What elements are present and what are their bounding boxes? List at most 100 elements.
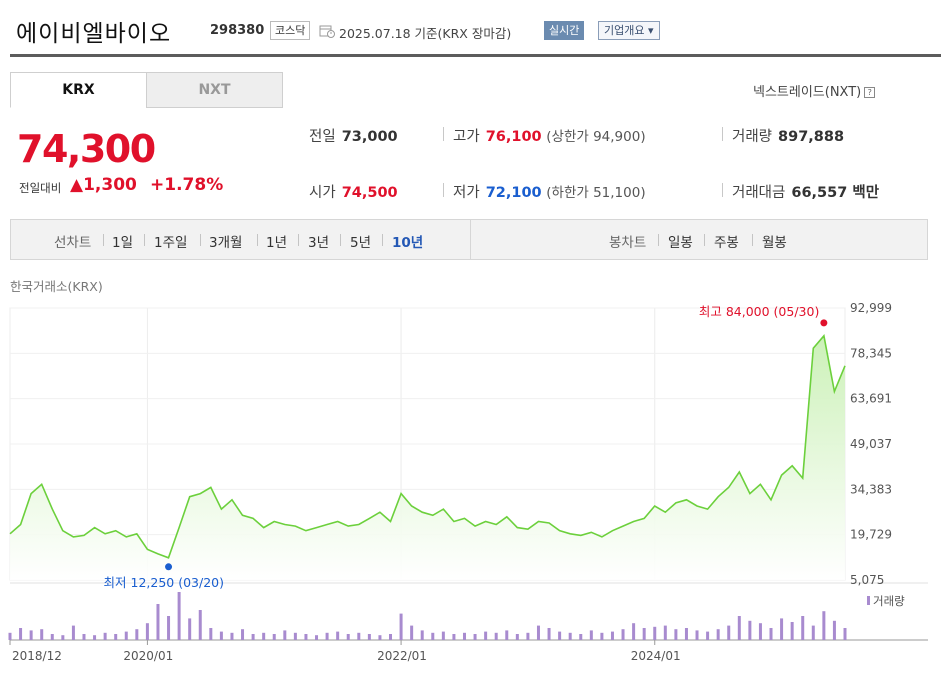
volume-bar — [19, 628, 23, 640]
volume-bar — [145, 623, 149, 640]
volume-bar — [325, 632, 329, 640]
x-tick-label: 2020/01 — [123, 649, 173, 663]
x-tick-label: 2024/01 — [631, 649, 681, 663]
volume-bar — [272, 634, 276, 640]
volume-bar — [716, 629, 720, 640]
volume-bar — [177, 592, 181, 640]
volume-bar — [441, 631, 445, 640]
period-divider — [103, 234, 104, 246]
y-tick-label: 63,691 — [850, 392, 892, 406]
volume-bar — [304, 634, 308, 640]
y-tick-label: 92,999 — [850, 301, 892, 315]
help-icon[interactable]: ? — [864, 87, 876, 98]
volume-bar — [780, 618, 784, 640]
volume-bar — [82, 634, 86, 640]
stat-label: 전일 — [309, 129, 336, 145]
volume-bar — [610, 631, 614, 640]
candle-monthly[interactable]: 월봉 — [762, 235, 787, 251]
volume-bar — [706, 631, 710, 640]
nextrade-link[interactable]: 넥스트레이드(NXT)? — [753, 81, 876, 100]
volume-bar — [50, 634, 54, 640]
upper-limit: (상한가 94,900) — [546, 129, 646, 145]
low-marker — [165, 563, 173, 571]
nextrade-link-label[interactable]: 넥스트레이드(NXT) — [753, 85, 862, 100]
stat-label: 거래량 — [732, 129, 773, 145]
y-tick-label: 5,075 — [850, 573, 884, 587]
volume-bar — [156, 604, 160, 640]
period-3y[interactable]: 3년 — [308, 235, 330, 251]
volume-bar — [811, 625, 815, 640]
high-annotation: 최고 84,000 (05/30) — [699, 304, 819, 319]
volume-bar — [748, 620, 752, 640]
x-tick-label: 2018/12 — [12, 649, 62, 663]
y-tick-label: 49,037 — [850, 437, 892, 451]
volume-bar — [484, 631, 488, 640]
period-1y[interactable]: 1년 — [266, 235, 288, 251]
volume-bar — [420, 630, 424, 640]
volume-legend-label: 거래량 — [873, 594, 905, 608]
volume-bar — [663, 625, 667, 640]
calendar-icon — [319, 25, 335, 38]
period-10y[interactable]: 10년 — [392, 235, 424, 251]
company-info-dropdown[interactable]: 기업개요 ▾ — [598, 21, 660, 40]
volume-bar — [124, 631, 128, 640]
volume-bar — [315, 635, 319, 640]
stat-value: 76,100 — [485, 129, 542, 145]
tab-nxt[interactable]: NXT — [146, 72, 283, 108]
period-bar-divider — [470, 220, 471, 259]
period-divider — [382, 234, 383, 246]
chart-period-bar: 선차트 1일 1주일 3개월 1년 3년 5년 10년 봉차트 일봉 주봉 월봉 — [10, 219, 928, 260]
price-area-fill — [10, 335, 845, 580]
volume-bar — [40, 629, 44, 640]
volume-bar — [251, 634, 255, 640]
volume-bar — [505, 630, 509, 640]
volume-bar — [674, 629, 678, 640]
y-tick-label: 78,345 — [850, 346, 892, 360]
stat-volume: 거래량 897,888 — [732, 125, 844, 146]
volume-bar — [410, 625, 414, 640]
stat-amount: 거래대금 66,557 백만 — [732, 181, 879, 202]
stat-label: 고가 — [453, 129, 480, 145]
y-tick-label: 19,729 — [850, 528, 892, 542]
stat-value: 73,000 — [341, 129, 398, 145]
period-1d[interactable]: 1일 — [112, 235, 134, 251]
volume-bar — [378, 635, 382, 640]
volume-bar — [61, 635, 65, 640]
tab-krx[interactable]: KRX — [10, 72, 147, 108]
volume-bar — [241, 629, 245, 640]
volume-bar — [262, 632, 266, 640]
volume-bar — [642, 628, 646, 640]
stat-divider — [722, 127, 723, 141]
candle-weekly[interactable]: 주봉 — [714, 235, 739, 251]
header-divider — [10, 54, 941, 57]
volume-bar — [103, 632, 107, 640]
volume-bar — [452, 634, 456, 640]
volume-bar — [8, 632, 12, 640]
candle-daily[interactable]: 일봉 — [668, 235, 693, 251]
line-chart-label: 선차트 — [54, 235, 92, 251]
volume-bar — [399, 613, 403, 640]
stat-label: 거래대금 — [732, 185, 786, 201]
stat-label: 시가 — [309, 185, 336, 201]
stat-divider — [722, 183, 723, 197]
volume-bar — [600, 632, 604, 640]
volume-bar — [357, 632, 361, 640]
volume-bar — [843, 628, 847, 640]
stat-value: 66,557 백만 — [791, 185, 880, 201]
volume-bar — [727, 625, 731, 640]
volume-bar — [167, 616, 171, 640]
volume-bar — [769, 628, 773, 640]
volume-legend-swatch — [867, 596, 870, 605]
company-name: 에이비엘바이오 — [16, 21, 172, 47]
volume-bar — [293, 632, 297, 640]
volume-bar — [822, 611, 826, 640]
realtime-button[interactable]: 실시간 — [544, 21, 585, 40]
period-divider — [200, 234, 201, 246]
period-1w[interactable]: 1주일 — [154, 235, 188, 251]
period-5y[interactable]: 5년 — [350, 235, 372, 251]
period-divider — [144, 234, 145, 246]
period-3m[interactable]: 3개월 — [209, 235, 243, 251]
current-price: 74,300 — [17, 127, 156, 171]
price-line — [9, 334, 846, 559]
